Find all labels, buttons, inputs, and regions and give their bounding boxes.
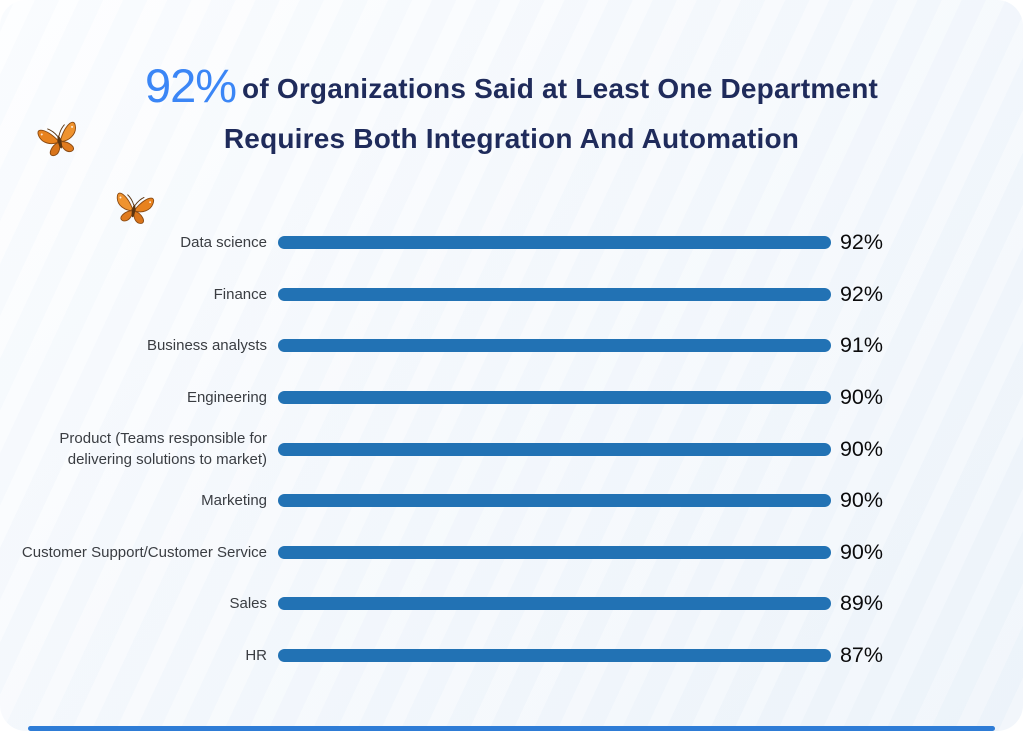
chart-row: Engineering 90%	[10, 372, 970, 424]
value-bar	[278, 649, 831, 663]
value-label: 92%	[839, 281, 883, 306]
chart-row: Finance 92%	[10, 269, 970, 321]
chart-title: 92% of Organizations Said at Least One De…	[0, 62, 1023, 153]
chart-row: Sales 89%	[10, 578, 970, 630]
bar-track: 90%	[278, 488, 883, 513]
bar-track: 90%	[278, 385, 883, 410]
category-label: Data science	[180, 234, 267, 252]
chart-row: Marketing 90%	[10, 475, 970, 527]
chart-row: Customer Support/Customer Service 90%	[10, 527, 970, 579]
value-label: 90%	[839, 539, 883, 564]
bar-track: 92%	[278, 282, 883, 307]
value-bar	[278, 442, 831, 456]
category-label: Marketing	[201, 492, 267, 510]
title-line-2: Requires Both Integration And Automation	[223, 123, 800, 154]
bar-track: 87%	[278, 643, 883, 668]
category-label: Product (Teams responsible for deliverin…	[59, 430, 267, 469]
value-bar	[278, 545, 831, 559]
value-label: 89%	[839, 591, 883, 616]
title-highlight-pct: 92%	[144, 59, 237, 112]
value-bar	[278, 287, 831, 301]
chart-row: Data science 92%	[10, 217, 970, 269]
value-label: 90%	[839, 488, 883, 513]
bar-track: 92%	[278, 230, 883, 255]
category-label: Engineering	[186, 389, 267, 407]
value-label: 92%	[839, 230, 883, 255]
title-line-1: 92% of Organizations Said at Least One De…	[0, 62, 1023, 109]
bar-track: 89%	[278, 591, 883, 616]
chart-row: Product (Teams responsible for deliverin…	[10, 423, 970, 475]
value-label: 91%	[839, 333, 883, 358]
category-label: Business analysts	[146, 337, 267, 355]
bar-track: 90%	[278, 540, 883, 565]
bar-track: 91%	[278, 333, 883, 358]
bar-chart: Data science 92% Finance 92% Business analys…	[10, 217, 970, 681]
chart-row: Business analysts 91%	[10, 320, 970, 372]
value-label: 90%	[839, 385, 883, 410]
value-bar	[278, 339, 831, 353]
bottom-accent-bar	[28, 726, 995, 731]
chart-row: HR 87%	[10, 630, 970, 682]
category-label: Sales	[229, 595, 267, 613]
value-bar	[278, 236, 831, 250]
value-bar	[278, 391, 831, 405]
category-label: Finance	[213, 285, 267, 303]
category-label: Customer Support/Customer Service	[21, 543, 267, 561]
value-label: 87%	[839, 643, 883, 668]
value-label: 90%	[839, 436, 883, 461]
title-line-1-text: of Organizations Said at Least One Depar…	[242, 73, 879, 104]
bar-track: 90%	[278, 437, 883, 462]
value-bar	[278, 494, 831, 508]
category-label: HR	[245, 647, 267, 665]
value-bar	[278, 597, 831, 611]
